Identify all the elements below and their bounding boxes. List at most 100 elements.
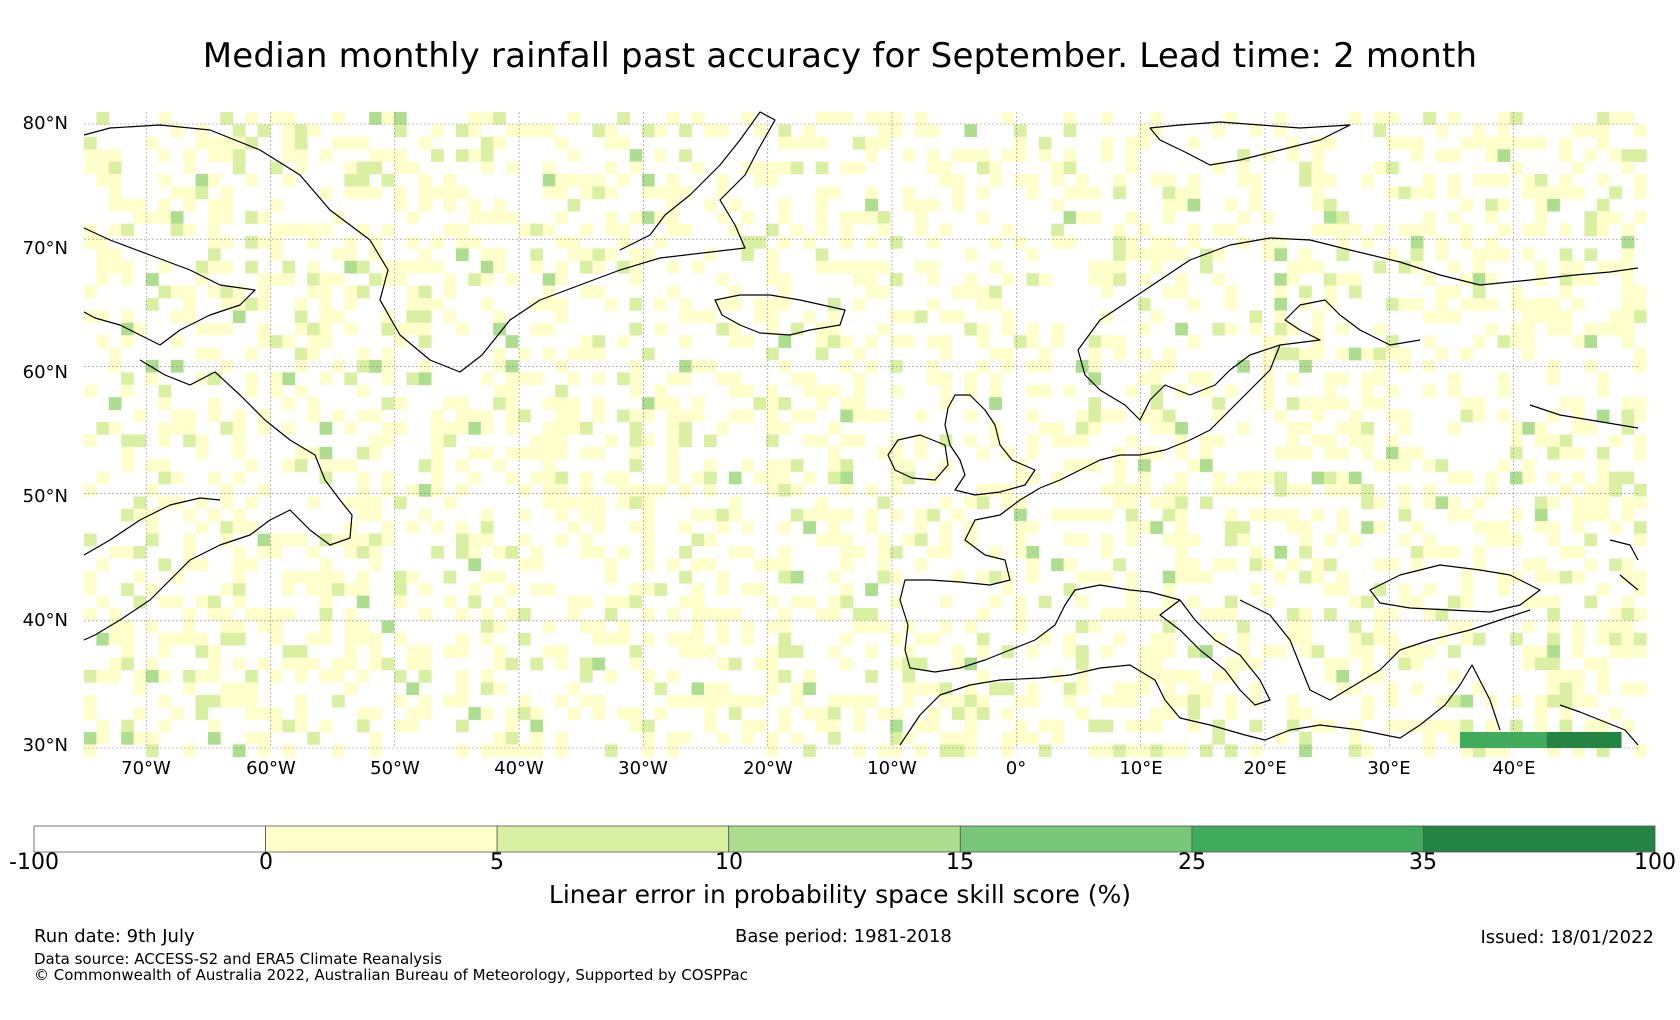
skill-cell	[96, 732, 110, 745]
skill-cell	[629, 434, 643, 448]
skill-cell	[208, 223, 221, 237]
skill-cell	[1596, 112, 1610, 125]
skill-cell	[741, 248, 754, 262]
skill-cell	[1262, 397, 1275, 410]
skill-cell	[1224, 694, 1238, 708]
skill-cell	[914, 198, 928, 212]
skill-cell	[1410, 546, 1424, 559]
skill-cell	[542, 471, 556, 485]
skill-cell	[96, 174, 110, 187]
skill-cell	[1187, 558, 1201, 572]
skill-cell	[964, 372, 978, 386]
skill-cell	[394, 570, 407, 584]
skill-cell	[753, 583, 767, 596]
skill-cell	[567, 682, 581, 696]
skill-cell	[790, 484, 804, 497]
skill-cell	[480, 136, 494, 150]
skill-cell	[1510, 335, 1523, 348]
skill-cell	[704, 198, 717, 212]
skill-cell	[617, 546, 630, 559]
skill-cell	[1286, 694, 1300, 708]
skill-cell	[542, 124, 556, 138]
skill-cell	[1274, 484, 1288, 497]
skill-cell	[716, 570, 730, 584]
lat-label-40n: 40°N	[22, 610, 68, 631]
skill-cell	[257, 335, 271, 348]
skill-cell	[629, 645, 643, 658]
skill-cell	[1410, 236, 1424, 249]
skill-cell	[803, 707, 816, 720]
skill-cell	[617, 707, 630, 720]
coastline-iceland	[714, 294, 846, 336]
skill-cell	[939, 595, 953, 609]
skill-cell	[381, 112, 395, 125]
skill-cell	[1162, 285, 1176, 299]
skill-cell	[1559, 570, 1573, 584]
skill-cell	[1014, 508, 1027, 522]
skill-cell	[803, 384, 816, 398]
skill-cell	[133, 496, 147, 510]
skill-cell	[294, 161, 308, 175]
skill-cell	[1572, 186, 1585, 200]
lon-label-10w: 10°W	[867, 758, 917, 779]
skill-cell	[629, 273, 643, 286]
skill-cell	[431, 521, 444, 534]
skill-cell	[629, 384, 643, 398]
skill-cell	[257, 484, 271, 497]
skill-cell	[1348, 347, 1362, 361]
skill-cell	[1001, 645, 1015, 658]
skill-cell	[1299, 632, 1312, 646]
skill-cell	[84, 310, 97, 324]
skill-cell	[84, 707, 97, 720]
skill-cell	[158, 558, 172, 572]
skill-cell	[220, 608, 234, 621]
skill-cell	[1435, 285, 1449, 299]
skill-cell	[852, 744, 866, 758]
skill-cell	[270, 198, 283, 212]
skill-cell	[1386, 347, 1399, 361]
skill-cell	[1336, 211, 1350, 224]
skill-cell	[530, 446, 544, 460]
skill-cell	[1484, 744, 1498, 748]
skill-cell	[381, 533, 395, 547]
skill-cell	[431, 186, 444, 200]
skill-cell	[1001, 496, 1015, 510]
skill-cell	[542, 446, 556, 460]
skill-cell	[158, 211, 172, 224]
skill-cell	[1299, 260, 1312, 274]
skill-cell	[828, 645, 841, 658]
skill-cell	[493, 570, 506, 584]
skill-cell	[691, 583, 705, 596]
skill-cell	[704, 694, 717, 708]
skill-cell	[555, 397, 568, 410]
skill-cell	[319, 533, 333, 547]
skill-cell	[580, 446, 593, 460]
skill-cell	[1299, 446, 1312, 460]
skill-cell	[803, 508, 816, 522]
skill-cell	[1162, 211, 1176, 224]
skill-cell	[394, 583, 407, 596]
skill-cell	[1138, 670, 1151, 683]
skill-cell	[108, 260, 122, 274]
skill-cell	[1572, 620, 1585, 634]
skill-cell	[232, 149, 246, 162]
skill-cell	[108, 198, 122, 212]
skill-cell	[344, 657, 358, 671]
skill-cell	[146, 273, 159, 286]
skill-cell	[1572, 471, 1585, 485]
skill-cell	[1497, 583, 1511, 596]
skill-cell	[418, 186, 432, 200]
skill-cell	[1299, 732, 1312, 745]
skill-cell	[121, 310, 134, 324]
skill-cell	[1014, 546, 1027, 559]
skill-cell	[1113, 608, 1126, 621]
skill-cell	[617, 595, 630, 609]
skill-cell	[976, 670, 990, 683]
skill-cell	[245, 174, 258, 187]
skill-cell	[629, 719, 643, 733]
skill-cell	[518, 124, 531, 138]
skill-cell	[1125, 533, 1139, 547]
skill-cell	[133, 682, 147, 696]
skill-cell	[753, 719, 767, 733]
skill-cell	[406, 707, 420, 720]
